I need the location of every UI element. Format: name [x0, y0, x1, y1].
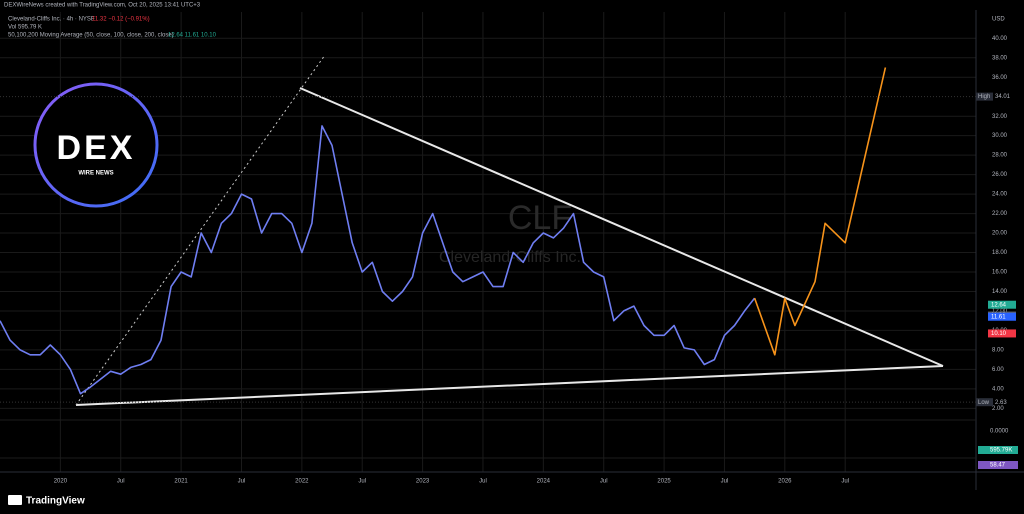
price-tag — [988, 329, 1016, 338]
y-tick-label: 2.00 — [992, 406, 1004, 412]
x-tick-label: Jul — [600, 479, 608, 485]
volume-axis-label: 0.0000 — [990, 429, 1009, 435]
trendline — [75, 365, 944, 406]
x-tick-label: Jul — [238, 479, 246, 485]
credit: DEXWireNews created with TradingView.com… — [4, 3, 201, 9]
x-tick-label: Jul — [841, 479, 849, 485]
price-line — [0, 125, 756, 395]
footer — [0, 490, 1024, 514]
channel-line — [75, 54, 326, 406]
price-tag — [988, 300, 1016, 309]
y-tick-label: 6.00 — [992, 367, 1004, 373]
x-tick-label: Jul — [479, 479, 487, 485]
y-tick-label: 32.00 — [992, 114, 1008, 120]
y-tick-label: 20.00 — [992, 231, 1008, 237]
x-tick-label: Jul — [117, 479, 125, 485]
symbol: Cleveland-Cliffs Inc. · 4h · NYSE — [8, 17, 95, 23]
y-tick-label: 28.00 — [992, 153, 1008, 159]
marker-value: 2.63 — [995, 400, 1007, 406]
price-tag — [988, 312, 1016, 321]
x-tick-label: 2022 — [295, 479, 309, 485]
x-tick-label: 2023 — [416, 479, 430, 485]
osc-tag — [978, 461, 1018, 469]
x-tick-label: 2025 — [657, 479, 671, 485]
marker-box — [976, 92, 993, 101]
price-tag-text: 11.61 — [991, 314, 1006, 320]
y-tick-label: 22.00 — [992, 211, 1008, 217]
marker-label: Low — [978, 400, 990, 406]
marker-value: 34.01 — [995, 94, 1011, 100]
logo-ring — [33, 82, 159, 208]
x-tick-label: 2024 — [537, 479, 551, 485]
y-tick-label: 12.00 — [992, 309, 1008, 315]
volume-legend: Vol 595.79 K — [8, 25, 42, 31]
price-tag-text: 10.10 — [991, 331, 1007, 337]
currency: USD — [992, 17, 1005, 23]
y-tick-label: 36.00 — [992, 75, 1008, 81]
ma-legend: 50,100,200 Moving Average (50, close, 10… — [8, 33, 174, 39]
osc-tag-text: 58.47 — [990, 463, 1006, 469]
ma-values: 12.64 11.61 10.10 — [168, 33, 217, 39]
logo-title: DEX — [57, 129, 136, 167]
y-tick-label: 40.00 — [992, 36, 1008, 42]
price-tag-text: 12.64 — [991, 302, 1007, 308]
logo-subtitle: WIRE NEWS — [78, 171, 113, 177]
x-tick-label: Jul — [721, 479, 729, 485]
y-tick-label: 18.00 — [992, 250, 1008, 256]
y-tick-label: 16.00 — [992, 270, 1008, 276]
marker-box — [976, 398, 993, 407]
legend-entry: Cleveland-Cliffs Inc. — [8, 10, 62, 16]
volume-tag — [978, 446, 1018, 454]
y-tick-label: 14.00 — [992, 289, 1008, 295]
volume-tag-text: 595.79K — [990, 448, 1012, 454]
x-tick-label: 2021 — [174, 479, 188, 485]
trendline — [299, 87, 944, 367]
footer-brand: TradingView — [26, 496, 85, 507]
y-tick-label: 4.00 — [992, 386, 1004, 392]
x-tick-label: 2020 — [54, 479, 68, 485]
price-line — [753, 67, 887, 356]
y-tick-label: 38.00 — [992, 55, 1008, 61]
y-tick-label: 26.00 — [992, 172, 1008, 178]
x-tick-label: 2026 — [778, 479, 792, 485]
marker-label: High — [978, 94, 990, 100]
y-tick-label: 8.00 — [992, 347, 1004, 353]
y-tick-label: 24.00 — [992, 192, 1008, 198]
watermark-name: Cleveland-Cliffs Inc. — [439, 249, 581, 266]
y-tick-label: 30.00 — [992, 133, 1008, 139]
quote: 11.32 −0.12 (−0.91%) — [92, 17, 150, 23]
watermark-ticker: CLF — [508, 199, 572, 237]
x-tick-label: Jul — [358, 479, 366, 485]
footer-logo — [8, 495, 22, 505]
